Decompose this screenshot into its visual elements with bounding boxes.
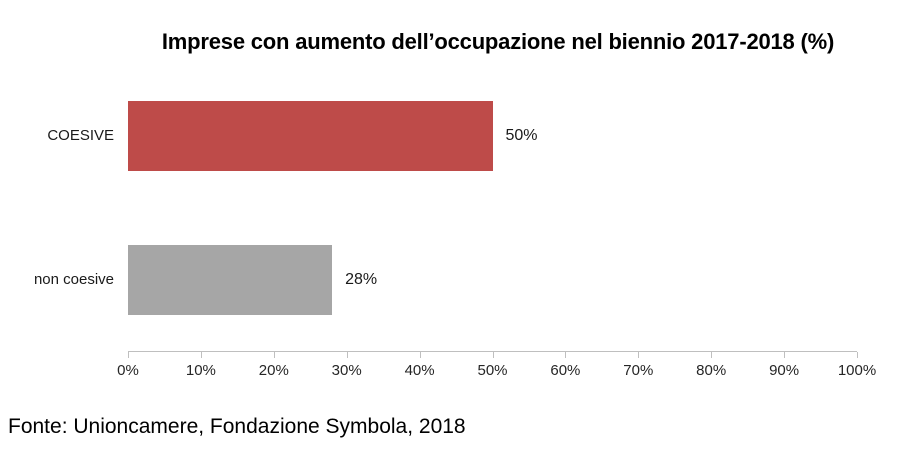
- axis-tick: [419, 352, 421, 358]
- x-axis-ticks: [128, 352, 858, 358]
- value-label-coesive: 50%: [505, 127, 538, 144]
- axis-tick-label: 80%: [696, 362, 727, 379]
- axis-tick: [565, 352, 567, 358]
- category-axis: COESIVE non coesive: [0, 66, 114, 351]
- axis-tick: [273, 352, 275, 358]
- axis-tick: [711, 352, 713, 358]
- value-label-non-coesive: 28%: [345, 271, 378, 288]
- axis-tick: [857, 352, 858, 358]
- axis-tick-label: 50%: [477, 362, 508, 379]
- bar-non-coesive: [128, 245, 333, 315]
- axis-tick-label: 70%: [623, 362, 654, 379]
- axis-tick-label: 20%: [258, 362, 289, 379]
- axis-tick-label: 60%: [550, 362, 581, 379]
- bar-coesive: [128, 101, 493, 171]
- axis-tick-label: 100%: [837, 362, 877, 379]
- x-axis-labels: 0% 10% 20% 30% 40% 50% 60% 70% 80% 90% 100%: [117, 362, 876, 382]
- axis-tick: [638, 352, 640, 358]
- axis-tick: [784, 352, 786, 358]
- axis-tick: [128, 352, 129, 358]
- axis-tick-label: 40%: [404, 362, 435, 379]
- axis-tick: [200, 352, 202, 358]
- axis-tick-label: 30%: [331, 362, 362, 379]
- axis-tick-label: 90%: [769, 362, 800, 379]
- category-label-coesive: COESIVE: [47, 127, 114, 144]
- axis-tick-label: 10%: [185, 362, 216, 379]
- axis-tick: [346, 352, 348, 358]
- chart-title: Imprese con aumento dell’occupazione nel…: [161, 29, 835, 54]
- plot-area: 50% 28%: [128, 66, 857, 352]
- axis-tick-label: 0%: [117, 362, 139, 379]
- axis-tick: [492, 352, 494, 358]
- category-label-non-coesive: non coesive: [33, 271, 114, 288]
- source-note: Fonte: Unioncamere, Fondazione Symbola, …: [8, 415, 466, 438]
